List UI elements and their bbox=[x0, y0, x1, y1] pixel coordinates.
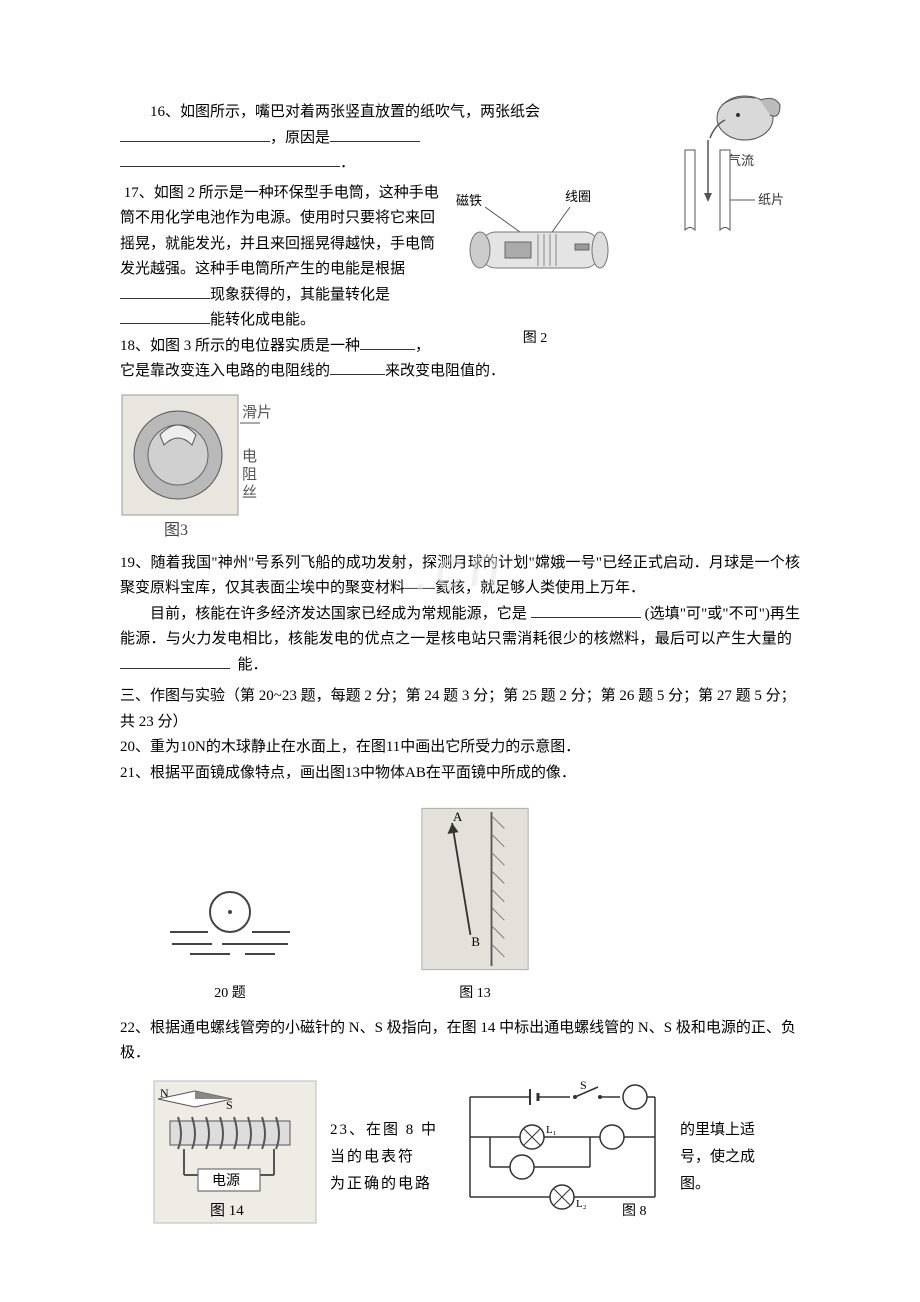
fig8-S: S bbox=[580, 1078, 587, 1092]
airflow-label: 气流 bbox=[728, 153, 754, 168]
figure-q18: 滑片 电 阻 丝 图3 bbox=[120, 393, 280, 543]
figures-row-1: 20 题 A B 图 13 bbox=[160, 804, 800, 1006]
q23-d: 号，使之成 bbox=[680, 1149, 755, 1165]
fig8-L1: L₁ bbox=[546, 1124, 557, 1136]
q18-pre: 18、如图 3 所示的电位器实质是一种 bbox=[120, 338, 360, 354]
figure-q17: 磁铁 线圈 图 2 bbox=[450, 177, 620, 351]
figure-q22: N S 电源 图 14 bbox=[150, 1077, 320, 1227]
fig8-L2: L₂ bbox=[576, 1198, 587, 1210]
q23-text-mid: 23、在图 8 中 当的电表符 为正确的电路 bbox=[330, 1077, 440, 1198]
q23-e: 为正确的电路 bbox=[330, 1176, 432, 1192]
q19-p2-post: 能． bbox=[238, 657, 268, 673]
figures-row-2: N S 电源 图 14 23、在图 8 中 当的电表符 为正确的电路 bbox=[150, 1077, 800, 1227]
q18-blank1 bbox=[360, 335, 415, 350]
q16-text: 16、如图所示，嘴巴对着两张竖直放置的纸吹气，两张纸会 ，原因是 bbox=[120, 100, 620, 151]
q16-blank1 bbox=[120, 127, 270, 142]
q17-l2: 现象获得的，其能量转化是 bbox=[210, 287, 390, 303]
q23-c: 当的电表符 bbox=[330, 1149, 415, 1165]
q16-blank3 bbox=[120, 152, 340, 167]
q19-blank2 bbox=[120, 654, 230, 669]
q17-l3: 能转化成电能。 bbox=[210, 312, 315, 328]
q20-text: 20、重为10N的木球静止在水面上，在图11中画出它所受力的示意图． bbox=[120, 735, 800, 761]
fig3-caption: 图3 bbox=[164, 522, 188, 539]
q19-p1: 19、随着我国"神州"号系列飞船的成功发射，探测月球的计划"嫦娥一号"已经正式启… bbox=[120, 551, 800, 602]
paper-label: 纸片 bbox=[758, 192, 784, 207]
q18-post: 来改变电阻值的． bbox=[385, 363, 505, 379]
q21-text: 21、根据平面镜成像特点，画出图13中物体AB在平面镜中所成的像． bbox=[120, 761, 800, 787]
figure-q16: 气流 纸片 bbox=[630, 90, 800, 240]
q16-pre: 16、如图所示，嘴巴对着两张竖直放置的纸吹气，两张纸会 bbox=[150, 104, 540, 120]
fig8-caption: 图 8 bbox=[622, 1204, 647, 1217]
section3-heading: 三、作图与实验（第 20~23 题，每题 2 分；第 24 题 3 分；第 25… bbox=[120, 684, 800, 735]
fig20-caption: 20 题 bbox=[160, 982, 300, 1006]
q23-f: 图。 bbox=[680, 1176, 710, 1192]
fig14-S: S bbox=[226, 1098, 233, 1112]
q17-blank2 bbox=[120, 309, 210, 324]
q23-text-tail: 的里填上适 号，使之成 图。 bbox=[680, 1077, 790, 1198]
q17-blank1 bbox=[120, 284, 210, 299]
q16-blank2 bbox=[330, 127, 420, 142]
q23-a: 23、在图 8 中 bbox=[330, 1122, 438, 1138]
fig14-caption: 图 14 bbox=[210, 1202, 244, 1219]
q16-mid: ，原因是 bbox=[270, 130, 330, 146]
fig14-src: 电源 bbox=[212, 1173, 240, 1189]
fig14-N: N bbox=[160, 1086, 169, 1100]
q22-text: 22、根据通电螺线管旁的小磁针的 N、S 极指向，在图 14 中标出通电螺线管的… bbox=[120, 1016, 800, 1067]
fig13-A: A bbox=[453, 810, 463, 824]
q19-p2: 目前，核能在许多经济发达国家已经成为常规能源，它是 (选填"可"或"不可")再生… bbox=[120, 602, 800, 679]
wire-label-2: 阻 bbox=[242, 466, 257, 483]
coil-label: 线圈 bbox=[565, 189, 591, 204]
figure-q23: S L₁ bbox=[450, 1077, 670, 1217]
magnet-label: 磁铁 bbox=[456, 193, 482, 208]
fig13-B: B bbox=[471, 935, 480, 949]
wire-label-1: 电 bbox=[242, 448, 257, 465]
wire-label-3: 丝 bbox=[242, 484, 257, 501]
fig13-caption: 图 13 bbox=[420, 982, 530, 1006]
q19-p2-pre: 目前，核能在许多经济发达国家已经成为常规能源，它是 bbox=[150, 606, 527, 622]
q16-tail: ． bbox=[340, 155, 355, 171]
figure-q21: A B 图 13 bbox=[420, 804, 530, 1006]
q17-l1: 17、如图 2 所示是一种环保型手电筒，这种手电筒不用化学电池作为电源。使用时只… bbox=[120, 185, 439, 278]
q19-blank1 bbox=[531, 603, 641, 618]
slider-label: 滑片 bbox=[242, 404, 272, 421]
q18-blank2 bbox=[330, 360, 385, 375]
fig2-caption: 图 2 bbox=[450, 327, 620, 351]
q23-b: 的里填上适 bbox=[680, 1122, 755, 1138]
figure-q20: 20 题 bbox=[160, 884, 300, 1006]
q16-tail-line: ． bbox=[120, 151, 620, 177]
